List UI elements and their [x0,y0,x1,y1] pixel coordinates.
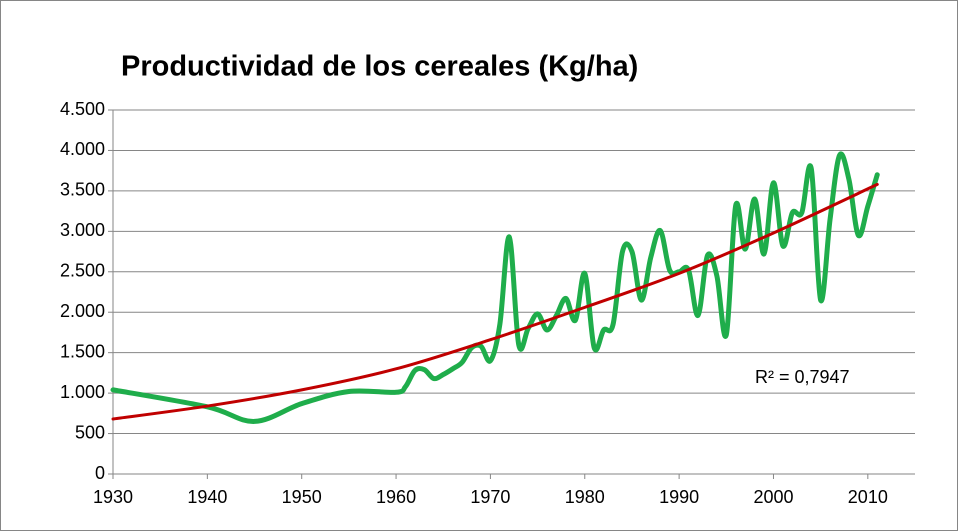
x-tick-label: 1960 [376,487,416,507]
y-tick-label: 500 [75,422,105,442]
x-tick-label: 1930 [93,487,133,507]
y-tick-label: 2.000 [60,301,105,321]
y-tick-label: 0 [95,463,105,483]
x-tick-label: 1990 [659,487,699,507]
y-tick-label: 1.500 [60,341,105,361]
x-tick-label: 1950 [282,487,322,507]
x-tick-label: 1980 [565,487,605,507]
annotation: R² = 0,7947 [755,367,850,387]
y-tick-label: 4.000 [60,139,105,159]
x-tick-label: 2000 [753,487,793,507]
y-tick-label: 3.500 [60,180,105,200]
y-tick-label: 4.500 [60,99,105,119]
x-tick-label: 2010 [848,487,888,507]
y-tick-label: 2.500 [60,261,105,281]
y-tick-label: 1.000 [60,382,105,402]
chart-title: Productividad de los cereales (Kg/ha) [121,51,638,83]
y-tick-label: 3.000 [60,220,105,240]
x-tick-label: 1940 [187,487,227,507]
series-line [111,182,879,421]
x-tick-label: 1970 [470,487,510,507]
series-line [110,151,880,424]
